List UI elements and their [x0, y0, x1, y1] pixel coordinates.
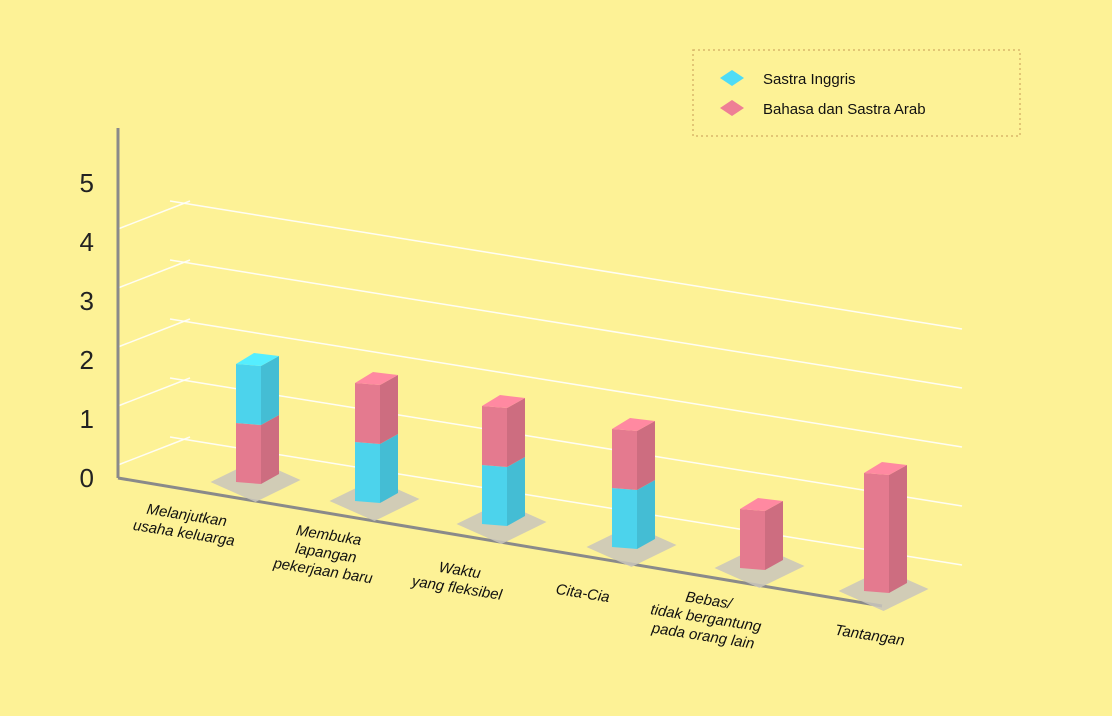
gridlines: [117, 200, 963, 566]
legend-label: Bahasa dan Sastra Arab: [763, 101, 926, 118]
legend: Sastra Inggris Bahasa dan Sastra Arab: [692, 49, 1021, 137]
bar-top-face: [864, 462, 907, 475]
x-category-label: Waktuyang fleksibel: [410, 555, 507, 604]
legend-label: Sastra Inggris: [763, 71, 856, 88]
legend-box: [692, 49, 1021, 137]
x-category-label: Melanjutkanusaha keluarga: [132, 499, 239, 550]
gridline-left: [117, 318, 191, 348]
bar-segment-side: [637, 480, 655, 549]
y-tick-label: 2: [80, 345, 94, 375]
bar-segment-side: [261, 415, 279, 484]
bar-top-face: [236, 353, 279, 366]
x-category-label: Tantangan: [834, 622, 906, 650]
x-category-label: Bebas/tidak bergantungpada orang lain: [647, 583, 766, 653]
bar-segment: [236, 423, 261, 484]
bar-top-face: [740, 498, 783, 511]
x-category-label-line: Tantangan: [834, 622, 906, 650]
bar-segment-side: [380, 434, 398, 503]
bar-segment: [236, 364, 261, 425]
gridline: [169, 436, 963, 566]
legend-swatch: [720, 70, 744, 86]
bar-segment: [740, 509, 765, 570]
bar-segment-side: [380, 375, 398, 444]
x-category-label-line: Cita-Cia: [555, 581, 611, 606]
bar-segment-side: [637, 421, 655, 490]
bar-segment: [612, 488, 637, 549]
bar-segment-side: [261, 356, 279, 425]
y-tick-labels: 0 1 2 3 4 5: [80, 168, 94, 493]
x-category-label: Membukalapanganpekerjaan baru: [271, 519, 380, 587]
y-tick-label: 3: [80, 286, 94, 316]
gridline-left: [117, 377, 191, 407]
gridline: [169, 318, 963, 448]
gridline: [169, 200, 963, 330]
gridline-left: [117, 200, 191, 230]
bar-segment: [612, 429, 637, 490]
y-tick-label: 1: [80, 404, 94, 434]
bar-segment: [864, 473, 889, 593]
bar-segment: [355, 442, 380, 503]
bar-segment-side: [765, 501, 783, 570]
bar-top-face: [355, 372, 398, 385]
bar-segment-side: [507, 457, 525, 526]
bar-top-face: [612, 418, 655, 431]
gridline-left: [117, 436, 191, 466]
legend-swatch: [720, 100, 744, 116]
bar-segment: [355, 383, 380, 444]
x-category-label-line: Waktu: [438, 559, 483, 583]
gridline: [169, 377, 963, 507]
x-category-label: Cita-Cia: [555, 581, 611, 606]
bar-segment-side: [889, 465, 907, 593]
gridline: [169, 259, 963, 389]
bar-segment-side: [507, 398, 525, 467]
y-tick-label: 4: [80, 227, 94, 257]
bar-segment: [482, 465, 507, 526]
bar-top-face: [482, 395, 525, 408]
y-tick-label: 5: [80, 168, 94, 198]
y-tick-label: 0: [80, 463, 94, 493]
bar-segment: [482, 406, 507, 467]
bars: [210, 353, 929, 611]
gridline-left: [117, 259, 191, 289]
